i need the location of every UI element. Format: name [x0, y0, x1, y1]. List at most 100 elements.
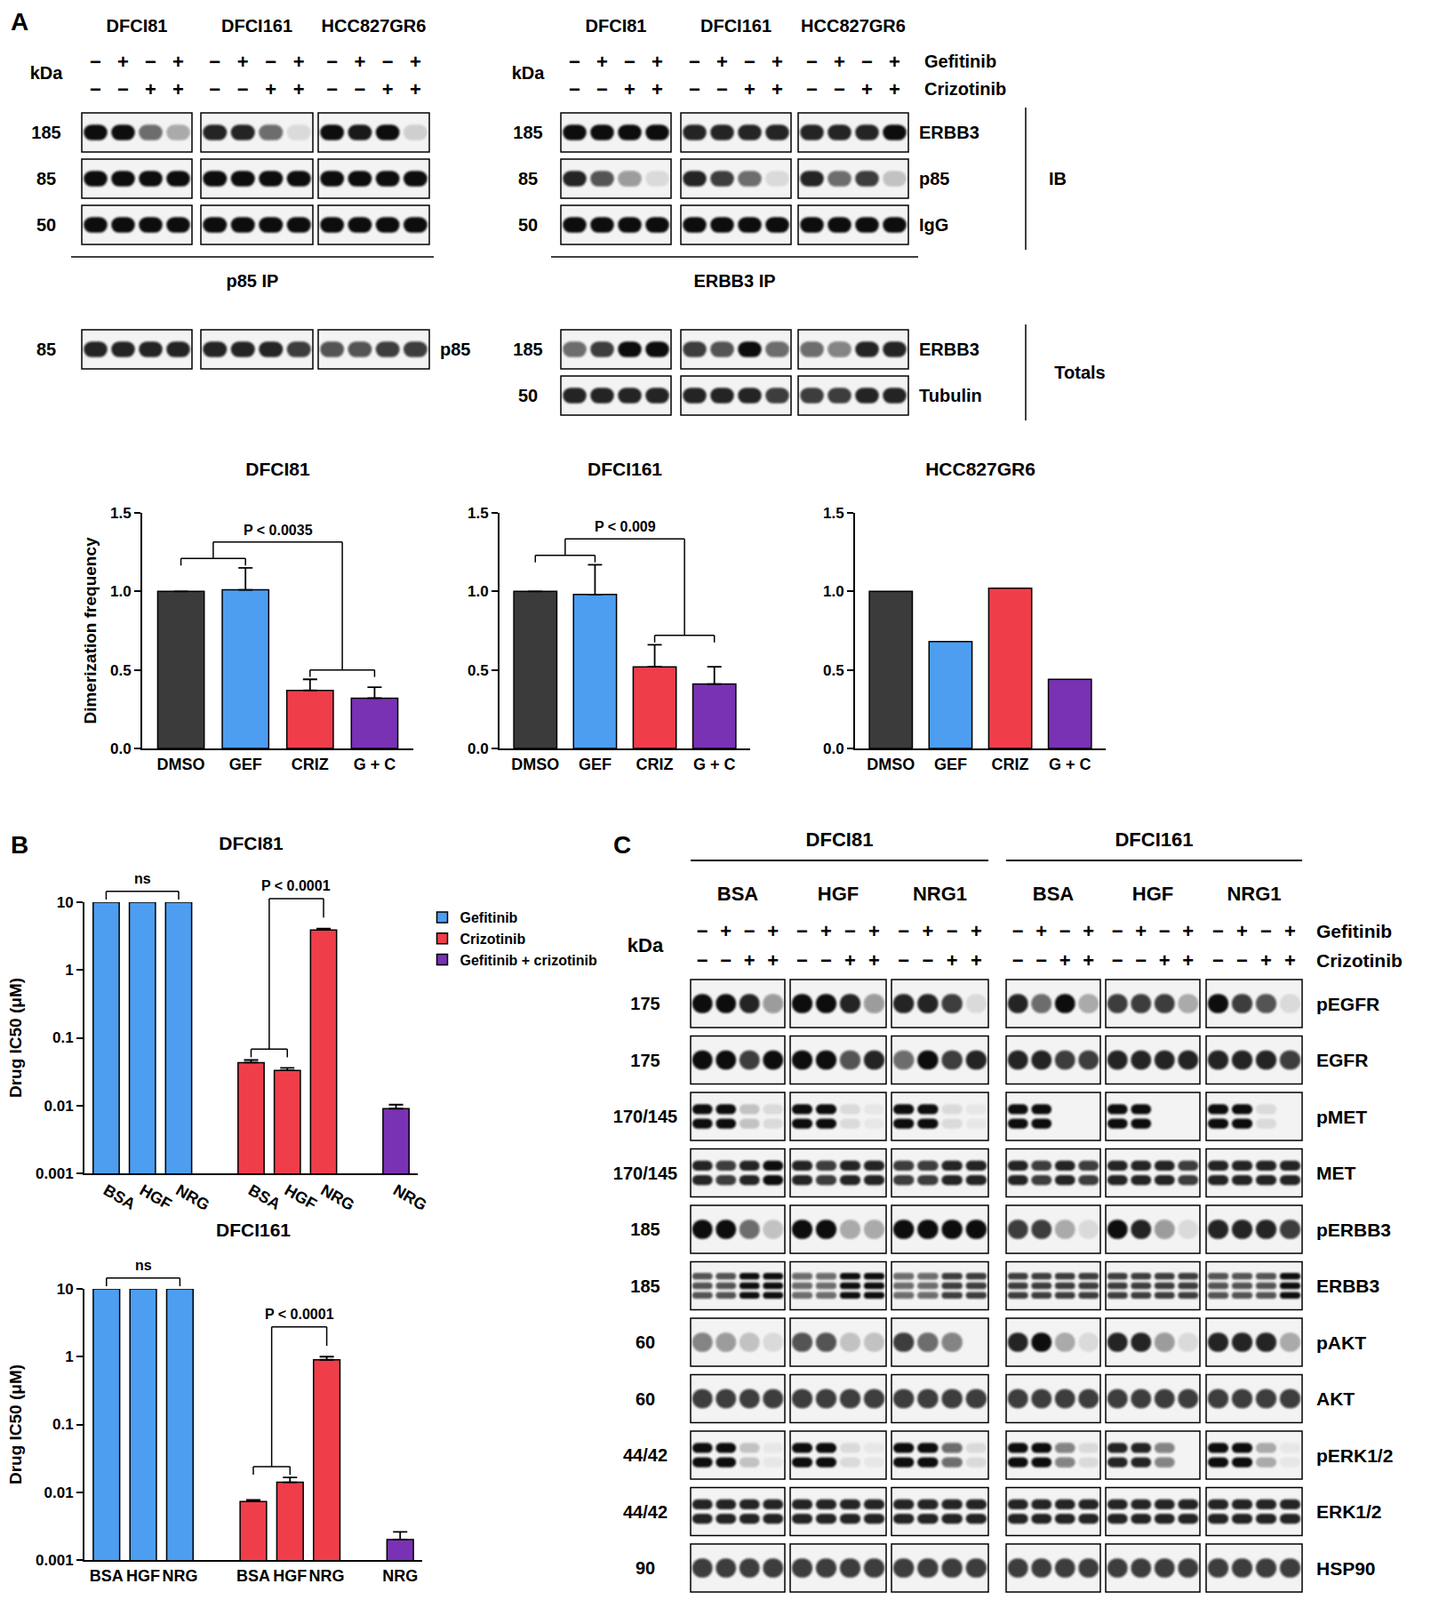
svg-text:NRG: NRG: [318, 1181, 359, 1214]
svg-text:CRIZ: CRIZ: [291, 755, 329, 774]
svg-text:−: −: [844, 919, 856, 943]
svg-text:−: −: [596, 78, 608, 101]
svg-text:BSA: BSA: [245, 1181, 284, 1214]
svg-text:−: −: [353, 78, 366, 101]
svg-text:+: +: [1182, 919, 1194, 943]
svg-text:−: −: [208, 78, 221, 101]
svg-text:P < 0.0035: P < 0.0035: [243, 522, 313, 538]
svg-text:+: +: [970, 949, 983, 972]
svg-text:NRG: NRG: [390, 1181, 431, 1214]
svg-text:175: 175: [630, 993, 660, 1014]
svg-text:−: −: [237, 78, 249, 101]
svg-text:44/42: 44/42: [623, 1445, 668, 1465]
svg-text:−: −: [326, 50, 338, 73]
svg-text:+: +: [409, 78, 422, 101]
svg-text:+: +: [237, 50, 249, 73]
svg-text:pMET: pMET: [1316, 1106, 1368, 1128]
svg-text:−: −: [820, 949, 832, 972]
svg-text:1: 1: [64, 961, 73, 979]
svg-text:A: A: [10, 7, 29, 36]
svg-text:+: +: [1135, 919, 1147, 943]
svg-text:1.5: 1.5: [467, 504, 489, 522]
svg-text:+: +: [382, 78, 394, 101]
svg-text:+: +: [1284, 919, 1296, 943]
svg-text:ERBB3: ERBB3: [1316, 1275, 1380, 1296]
svg-text:DFCI81: DFCI81: [245, 458, 311, 480]
svg-text:−: −: [623, 50, 636, 73]
svg-text:ERBB3: ERBB3: [919, 122, 980, 143]
svg-text:NRG: NRG: [382, 1566, 418, 1585]
svg-text:+: +: [172, 50, 184, 73]
svg-text:−: −: [897, 949, 910, 972]
svg-text:−: −: [144, 50, 157, 73]
svg-text:50: 50: [36, 215, 56, 235]
svg-text:0.1: 0.1: [52, 1029, 74, 1047]
svg-text:−: −: [719, 949, 732, 972]
svg-text:DFCI161: DFCI161: [587, 458, 663, 480]
svg-text:+: +: [144, 78, 157, 101]
svg-text:+: +: [771, 50, 784, 73]
svg-text:P < 0.0001: P < 0.0001: [261, 878, 331, 894]
svg-text:−: −: [264, 50, 277, 73]
svg-text:−: −: [696, 919, 709, 943]
svg-text:+: +: [1260, 949, 1272, 972]
svg-text:0.001: 0.001: [35, 1551, 74, 1569]
svg-text:+: +: [767, 949, 779, 972]
svg-text:−: −: [89, 50, 102, 73]
svg-text:DMSO: DMSO: [157, 755, 206, 774]
svg-text:Tubulin: Tubulin: [919, 385, 983, 406]
svg-text:+: +: [1284, 949, 1296, 972]
svg-text:Gefitinib: Gefitinib: [460, 910, 519, 926]
svg-text:185: 185: [512, 339, 543, 360]
svg-text:Gefitinib: Gefitinib: [1316, 920, 1392, 942]
svg-text:+: +: [833, 50, 846, 73]
svg-text:−: −: [806, 50, 818, 73]
svg-text:+: +: [623, 78, 636, 101]
svg-text:185: 185: [630, 1276, 660, 1296]
svg-text:G + C: G + C: [693, 755, 736, 774]
svg-text:+: +: [970, 919, 983, 943]
svg-text:0.1: 0.1: [52, 1415, 74, 1433]
svg-text:170/145: 170/145: [613, 1106, 678, 1127]
svg-text:+: +: [1159, 949, 1171, 972]
svg-text:185: 185: [31, 122, 61, 143]
svg-text:+: +: [353, 50, 366, 73]
svg-text:DFCI81: DFCI81: [106, 15, 168, 36]
svg-text:−: −: [1012, 919, 1024, 943]
svg-text:0.001: 0.001: [35, 1165, 74, 1183]
svg-text:+: +: [719, 919, 732, 943]
svg-text:HCC827GR6: HCC827GR6: [321, 15, 427, 36]
svg-text:10: 10: [56, 894, 74, 912]
svg-text:+: +: [293, 78, 305, 101]
svg-text:−: −: [117, 78, 129, 101]
svg-text:HGF: HGF: [281, 1181, 320, 1214]
svg-text:1: 1: [64, 1348, 73, 1366]
svg-text:p85: p85: [439, 339, 471, 360]
svg-text:+: +: [1035, 919, 1048, 943]
svg-text:NRG: NRG: [172, 1181, 213, 1214]
svg-text:ns: ns: [135, 1257, 152, 1273]
svg-text:CRIZ: CRIZ: [991, 755, 1030, 774]
svg-text:kDa: kDa: [511, 63, 546, 83]
svg-text:+: +: [172, 78, 184, 101]
svg-text:ERBB3: ERBB3: [919, 339, 980, 360]
svg-text:DFCI161: DFCI161: [700, 15, 772, 36]
svg-text:185: 185: [512, 122, 543, 143]
svg-text:DFCI161: DFCI161: [1114, 828, 1193, 851]
svg-text:+: +: [117, 50, 129, 73]
svg-text:−: −: [1111, 949, 1124, 972]
svg-text:50: 50: [518, 215, 538, 235]
svg-text:+: +: [921, 919, 934, 943]
svg-text:AKT: AKT: [1316, 1388, 1355, 1409]
svg-text:−: −: [688, 50, 701, 73]
svg-text:NRG: NRG: [309, 1566, 345, 1585]
svg-text:−: −: [568, 50, 581, 73]
svg-text:−: −: [688, 78, 701, 101]
svg-text:+: +: [861, 78, 873, 101]
svg-text:1.0: 1.0: [823, 583, 845, 600]
svg-text:+: +: [868, 949, 880, 972]
svg-text:HGF: HGF: [817, 882, 859, 905]
svg-text:Totals: Totals: [1054, 362, 1105, 383]
svg-text:C: C: [613, 831, 632, 859]
svg-text:−: −: [806, 78, 818, 101]
